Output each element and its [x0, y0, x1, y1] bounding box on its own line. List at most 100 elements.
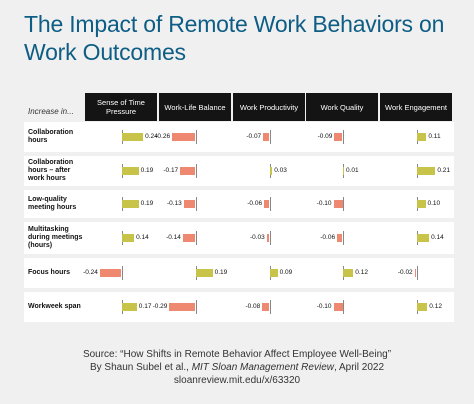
value-label: -0.08 — [245, 303, 261, 310]
value-label: -0.13 — [166, 200, 182, 207]
value-label: 0.19 — [214, 269, 228, 276]
column-header: Sense of Time Pressure — [85, 93, 157, 121]
zero-axis — [269, 231, 271, 245]
table-row — [24, 222, 454, 254]
value-bar — [342, 167, 344, 175]
row-label: Multitasking during meetings (hours) — [28, 226, 83, 249]
value-bar — [266, 234, 270, 242]
value-label: 0.12 — [429, 303, 442, 310]
value-bar — [342, 269, 354, 277]
source-url: sloanreview.mit.edu/x/63320 — [173, 375, 301, 386]
table-row — [24, 190, 454, 218]
column-header: Work Quality — [306, 93, 378, 121]
value-bar — [269, 167, 273, 175]
row-label: Collaboration hours — [28, 129, 74, 144]
value-bar — [121, 167, 139, 175]
value-bar — [262, 303, 270, 311]
value-bar — [263, 133, 270, 141]
row-label: Workweek span — [28, 303, 81, 310]
zero-axis — [195, 231, 197, 245]
value-bar — [269, 269, 278, 277]
chart-title: The Impact of Remote Work Behaviors on W… — [24, 11, 445, 65]
value-bar — [121, 234, 135, 242]
value-label: 0.10 — [427, 200, 441, 207]
value-bar — [195, 269, 213, 277]
value-bar — [333, 200, 343, 208]
value-bar — [416, 133, 427, 141]
zero-axis — [269, 197, 271, 211]
value-bar — [416, 303, 428, 311]
zero-axis — [342, 197, 344, 211]
row-header-label: Increase in... — [28, 107, 74, 116]
source-line-1: Source: “How Shifts in Remote Behavior A… — [82, 349, 392, 360]
zero-axis — [342, 300, 344, 314]
value-label: -0.10 — [316, 303, 332, 310]
value-label: 0.19 — [140, 167, 154, 174]
value-label: 0.12 — [355, 269, 368, 276]
zero-axis — [195, 130, 197, 144]
value-label: -0.06 — [320, 234, 336, 241]
zero-axis — [195, 300, 197, 314]
table-row — [24, 156, 454, 186]
value-bar — [416, 234, 430, 242]
value-bar — [416, 167, 436, 175]
value-bar — [414, 269, 417, 277]
column-header: Work-Life Balance — [159, 93, 231, 121]
value-label: -0.09 — [317, 133, 333, 140]
value-bar — [172, 133, 196, 141]
column-header: Work Productivity — [233, 93, 305, 121]
value-label: 0.24 — [145, 133, 158, 140]
zero-axis — [342, 231, 344, 245]
value-label: -0.07 — [246, 133, 262, 140]
value-label: 0.21 — [437, 167, 451, 174]
value-bar — [121, 303, 137, 311]
source-publication: MIT Sloan Management Review — [191, 362, 334, 373]
value-bar — [337, 234, 343, 242]
value-label: 0.17 — [138, 303, 152, 310]
value-label: 0.09 — [279, 269, 293, 276]
source-line-2: By Shaun Subel et al., MIT Sloan Managem… — [0, 361, 474, 374]
value-bar — [121, 200, 139, 208]
value-label: -0.24 — [83, 269, 98, 276]
zero-axis — [269, 130, 271, 144]
value-bar — [333, 303, 343, 311]
value-label: 0.14 — [136, 234, 149, 241]
row-label: Low-quality meeting hours — [28, 196, 77, 211]
value-label: -0.29 — [152, 303, 168, 310]
value-label: 0.19 — [140, 200, 154, 207]
value-label: -0.06 — [247, 200, 263, 207]
row-label: Collaboration hours – after work hours — [28, 159, 74, 182]
value-label: 0.11 — [428, 133, 441, 140]
value-label: -0.14 — [166, 234, 181, 241]
zero-axis — [269, 300, 271, 314]
value-label: -0.02 — [397, 269, 413, 276]
value-bar — [180, 167, 196, 175]
value-label: 0.03 — [274, 167, 287, 174]
value-label: -0.03 — [249, 234, 265, 241]
value-label: -0.26 — [155, 133, 171, 140]
value-label: 0.01 — [346, 167, 359, 174]
value-bar — [264, 200, 270, 208]
value-bar — [169, 303, 196, 311]
value-bar — [334, 133, 343, 141]
value-bar — [182, 234, 196, 242]
zero-axis — [416, 266, 418, 280]
value-bar — [99, 269, 122, 277]
zero-axis — [195, 164, 197, 178]
zero-axis — [195, 197, 197, 211]
value-bar — [183, 200, 196, 208]
zero-axis — [342, 130, 344, 144]
value-bar — [416, 200, 426, 208]
source-note: Source: “How Shifts in Remote Behavior A… — [0, 348, 474, 387]
table-row — [24, 122, 454, 152]
row-label: Focus hours — [28, 269, 71, 276]
table-row — [24, 258, 454, 288]
table-row — [24, 292, 454, 322]
value-label: 0.14 — [431, 234, 444, 241]
value-bar — [121, 133, 144, 141]
value-label: -0.17 — [163, 167, 179, 174]
source-date: , April 2022 — [333, 362, 385, 373]
source-authors: By Shaun Subel et al., — [89, 362, 192, 373]
value-label: -0.10 — [316, 200, 332, 207]
zero-axis — [121, 266, 123, 280]
